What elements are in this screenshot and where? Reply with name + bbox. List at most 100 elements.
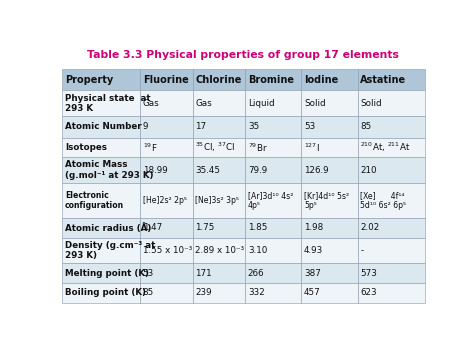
Text: Atomic Number: Atomic Number (65, 122, 141, 131)
Text: 171: 171 (195, 269, 212, 278)
Text: Solid: Solid (304, 99, 326, 108)
Bar (62, 157, 140, 183)
Text: 1.98: 1.98 (304, 224, 323, 233)
Bar (140, 183, 193, 218)
Bar (193, 138, 245, 157)
Text: Gas: Gas (195, 99, 212, 108)
Text: 9: 9 (143, 122, 148, 131)
Bar (245, 69, 301, 91)
Bar (62, 138, 140, 157)
Text: 2.89 x 10⁻³: 2.89 x 10⁻³ (195, 246, 245, 255)
Text: Boiling point (K): Boiling point (K) (65, 288, 146, 297)
Text: 1.55 x 10⁻³: 1.55 x 10⁻³ (143, 246, 192, 255)
Bar (301, 91, 358, 116)
Bar (193, 157, 245, 183)
Text: [Ne]3s² 3p⁵: [Ne]3s² 3p⁵ (195, 196, 239, 205)
Text: 35.45: 35.45 (195, 166, 220, 175)
Text: 79.9: 79.9 (248, 166, 267, 175)
Bar (193, 218, 245, 238)
Text: -: - (360, 246, 364, 255)
Text: 1.85: 1.85 (248, 224, 267, 233)
Text: Liquid: Liquid (248, 99, 274, 108)
Text: 266: 266 (248, 269, 264, 278)
Bar (358, 138, 425, 157)
Bar (140, 218, 193, 238)
Text: $^{79}$Br: $^{79}$Br (248, 141, 268, 154)
Text: 3.10: 3.10 (248, 246, 267, 255)
Bar (301, 116, 358, 138)
Bar (140, 116, 193, 138)
Text: 53: 53 (143, 269, 154, 278)
Bar (193, 91, 245, 116)
Bar (193, 283, 245, 303)
Text: 35: 35 (248, 122, 259, 131)
Bar (62, 263, 140, 283)
Text: Gas: Gas (143, 99, 159, 108)
Text: 2.02: 2.02 (360, 224, 380, 233)
Bar (301, 218, 358, 238)
Bar (62, 91, 140, 116)
Bar (358, 157, 425, 183)
Bar (245, 218, 301, 238)
Bar (301, 157, 358, 183)
Text: 457: 457 (304, 288, 321, 297)
Text: Chlorine: Chlorine (195, 75, 242, 85)
Bar (62, 238, 140, 263)
Text: Density (g.cm⁻³ at
293 K): Density (g.cm⁻³ at 293 K) (65, 241, 155, 260)
Text: 85: 85 (143, 288, 154, 297)
Bar (193, 263, 245, 283)
Text: 573: 573 (360, 269, 377, 278)
Text: Iodine: Iodine (304, 75, 338, 85)
Bar (193, 183, 245, 218)
Text: 623: 623 (360, 288, 377, 297)
Text: Electronic
configuration: Electronic configuration (65, 191, 124, 210)
Text: Fluorine: Fluorine (143, 75, 189, 85)
Bar (245, 263, 301, 283)
Bar (245, 91, 301, 116)
Bar (358, 183, 425, 218)
Bar (301, 263, 358, 283)
Text: Table 3.3 Physical properties of group 17 elements: Table 3.3 Physical properties of group 1… (87, 50, 399, 60)
Text: 239: 239 (195, 288, 212, 297)
Bar (245, 183, 301, 218)
Bar (301, 138, 358, 157)
Text: [Ar]3d¹⁰ 4s²
4p⁵: [Ar]3d¹⁰ 4s² 4p⁵ (248, 191, 293, 210)
Text: 17: 17 (195, 122, 206, 131)
Text: Atomic radius (Å): Atomic radius (Å) (65, 223, 151, 233)
Text: Isotopes: Isotopes (65, 143, 107, 152)
Bar (358, 238, 425, 263)
Text: Astatine: Astatine (360, 75, 406, 85)
Bar (358, 218, 425, 238)
Bar (245, 238, 301, 263)
Text: Bromine: Bromine (248, 75, 294, 85)
Bar (245, 157, 301, 183)
Text: 4.93: 4.93 (304, 246, 323, 255)
Bar (140, 283, 193, 303)
Text: 332: 332 (248, 288, 264, 297)
Text: $^{210}$At, $^{211}$At: $^{210}$At, $^{211}$At (360, 141, 410, 154)
Text: Solid: Solid (360, 99, 382, 108)
Text: [He]2s² 2p⁵: [He]2s² 2p⁵ (143, 196, 187, 205)
Bar (245, 138, 301, 157)
Text: $^{19}$F: $^{19}$F (143, 141, 157, 154)
Bar (140, 138, 193, 157)
Text: 53: 53 (304, 122, 315, 131)
Bar (140, 238, 193, 263)
Text: [Xe]      4f¹⁴
5d¹⁰ 6s² 6p⁵: [Xe] 4f¹⁴ 5d¹⁰ 6s² 6p⁵ (360, 191, 406, 210)
Text: 1.47: 1.47 (143, 224, 162, 233)
Bar (62, 116, 140, 138)
Bar (140, 91, 193, 116)
Bar (301, 283, 358, 303)
Bar (358, 91, 425, 116)
Text: $^{127}$I: $^{127}$I (304, 141, 320, 154)
Bar (62, 283, 140, 303)
Text: 387: 387 (304, 269, 321, 278)
Text: 1.75: 1.75 (195, 224, 215, 233)
Bar (358, 116, 425, 138)
Bar (301, 69, 358, 91)
Text: 126.9: 126.9 (304, 166, 328, 175)
Bar (62, 183, 140, 218)
Text: Melting point (K): Melting point (K) (65, 269, 149, 278)
Text: 18.99: 18.99 (143, 166, 167, 175)
Text: Property: Property (65, 75, 113, 85)
